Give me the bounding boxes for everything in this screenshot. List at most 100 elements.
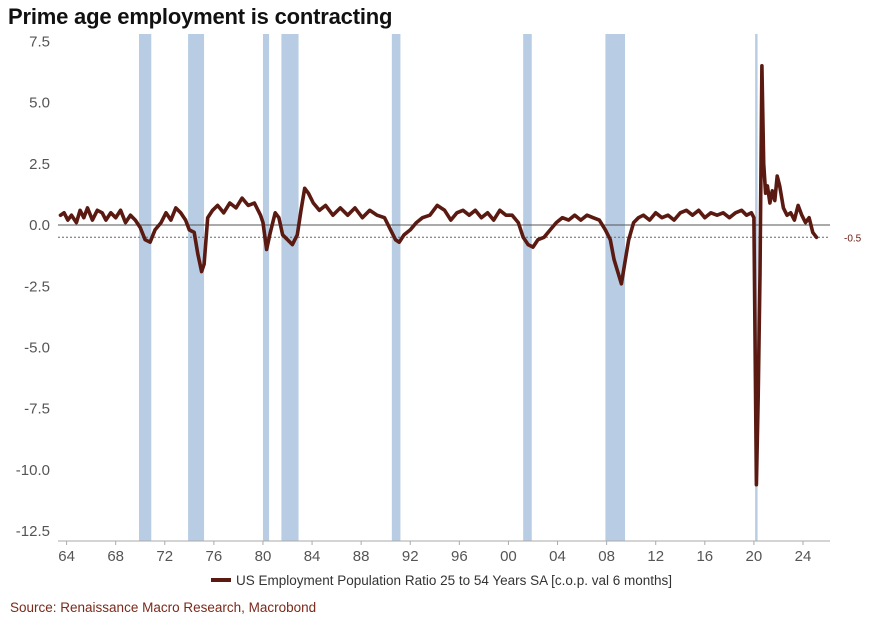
data-point [253, 202, 256, 204]
data-point [354, 206, 356, 209]
y-tick-label: 7.5 [29, 33, 50, 50]
data-point [211, 209, 214, 212]
data-point [673, 219, 676, 222]
data-point [750, 211, 753, 214]
data-point [679, 211, 682, 214]
recession-band [755, 34, 758, 541]
chart-title: Prime age employment is contracting [8, 4, 393, 29]
data-point [762, 162, 765, 165]
data-point [154, 229, 156, 231]
data-point [549, 229, 552, 231]
recession-band [262, 34, 270, 541]
data-point [604, 229, 607, 231]
data-point [339, 206, 342, 209]
series-line [58, 64, 819, 487]
data-point [592, 216, 595, 219]
data-point [174, 206, 177, 209]
data-point [627, 238, 630, 241]
x-tick-label: 04 [549, 548, 566, 565]
data-point [766, 184, 769, 187]
data-point [206, 216, 209, 219]
recession-band [281, 34, 299, 541]
data-point [428, 214, 431, 217]
data-point [119, 209, 122, 212]
data-point [91, 219, 94, 222]
data-point [281, 233, 284, 236]
x-tick-label: 00 [500, 548, 517, 565]
data-point [771, 189, 774, 192]
data-point [318, 209, 321, 212]
data-point [389, 229, 392, 231]
data-point [498, 209, 501, 212]
legend-swatch [210, 578, 231, 583]
data-point [773, 199, 776, 202]
data-point [296, 233, 299, 236]
data-point [579, 219, 582, 222]
data-point [776, 175, 779, 177]
data-point [200, 270, 203, 273]
data-point [197, 253, 199, 256]
data-point [760, 64, 763, 67]
data-point [222, 211, 225, 214]
x-tick-label: 24 [795, 548, 812, 565]
data-point [586, 214, 588, 217]
data-point [620, 282, 623, 285]
data-point [654, 211, 657, 214]
data-point [75, 221, 78, 224]
data-point [241, 197, 244, 200]
data-point [82, 216, 85, 219]
data-point [527, 243, 529, 246]
x-tick-label: 20 [746, 548, 763, 565]
data-point [613, 258, 615, 261]
legend: US Employment Population Ratio 25 to 54 … [0, 573, 883, 588]
x-tick-label: 92 [402, 548, 419, 565]
data-point [262, 221, 264, 224]
data-point [782, 206, 785, 209]
x-tick-label: 16 [696, 548, 713, 565]
data-point [398, 241, 401, 244]
y-tick-label: 5.0 [29, 95, 50, 112]
data-point [59, 214, 62, 217]
data-point [492, 219, 495, 222]
y-tick-label: 0.0 [29, 217, 50, 234]
x-tick-label: 76 [206, 548, 223, 565]
data-point [421, 216, 424, 219]
data-point [332, 214, 334, 217]
y-tick-label: -2.5 [24, 278, 50, 295]
x-tick-label: 84 [304, 548, 321, 565]
data-point [144, 238, 147, 241]
data-point [228, 202, 231, 204]
data-point [789, 211, 792, 214]
recession-band [523, 34, 532, 541]
data-point [486, 211, 489, 214]
data-point [536, 238, 539, 241]
data-point [757, 395, 760, 398]
data-point [474, 209, 477, 212]
recession-bands [139, 34, 758, 541]
data-point [697, 209, 700, 212]
data-point [815, 236, 818, 239]
data-point [616, 270, 619, 273]
data-point [86, 206, 89, 209]
data-point [755, 483, 758, 486]
data-point [96, 209, 99, 212]
data-point [66, 219, 69, 222]
data-point [660, 216, 663, 219]
x-tick-label: 80 [255, 548, 272, 565]
data-point [265, 248, 268, 251]
data-point [685, 209, 688, 212]
data-point [101, 211, 104, 214]
data-point [804, 221, 807, 224]
data-point [691, 214, 694, 217]
data-point [63, 211, 66, 214]
data-point [522, 236, 525, 239]
data-point [480, 216, 483, 219]
data-point [70, 214, 73, 217]
data-point [667, 214, 669, 217]
data-point [642, 214, 645, 217]
recession-band [139, 34, 152, 541]
x-tick-label: 72 [156, 548, 173, 565]
data-point [134, 219, 137, 222]
data-point [468, 214, 471, 217]
